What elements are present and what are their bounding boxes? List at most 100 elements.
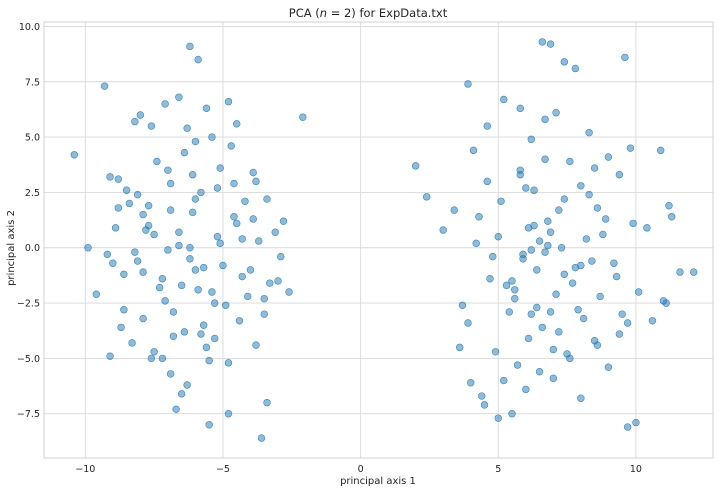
scatter-point [582,235,591,243]
scatter-point [549,345,558,354]
scatter-point [191,137,200,146]
scatter-point [596,292,604,301]
scatter-point [180,328,189,336]
scatter-point [202,343,211,352]
scatter-point [552,109,560,117]
scatter-point [263,398,271,407]
scatter-point [166,206,175,214]
scatter-point [230,179,238,188]
scatter-point [464,80,472,88]
scatter-point [585,190,593,199]
scatter-point [202,104,211,113]
scatter-point [188,171,197,179]
scatter-point [180,148,189,157]
scatter-point [588,257,596,265]
scatter-point [571,64,580,73]
scatter-point [494,232,502,241]
scatter-point [535,367,544,376]
x-tick-label: −10 [75,464,95,475]
scatter-point [464,319,472,327]
scatter-point [172,405,180,414]
scatter-point [560,270,569,279]
y-tick-label: −7.5 [17,409,40,420]
scatter-point [144,221,153,230]
scatter-point [577,182,585,190]
scatter-point [136,111,145,119]
scatter-point [183,381,191,389]
scatter-point [103,250,112,259]
scatter-point [233,120,241,128]
scatter-point [128,339,136,347]
scatter-point [557,244,566,252]
scatter-point [530,186,538,194]
scatter-point [175,228,183,236]
scatter-point [555,328,563,336]
scatter-point [450,206,458,214]
scatter-point [100,82,109,90]
scatter-point [574,306,582,314]
scatter-point [260,310,268,318]
scatter-point [186,42,194,51]
y-tick-label: −5.0 [17,354,40,365]
scatter-point [690,268,698,276]
scatter-point [549,374,558,383]
scatter-point [623,319,632,327]
scatter-point [511,286,519,294]
scatter-point [502,281,511,290]
scatter-point [106,173,114,181]
scatter-point [120,306,128,314]
scatter-point [519,250,527,259]
scatter-point [665,201,673,210]
scatter-point [169,308,178,316]
scatter-point [120,270,128,279]
scatter-point [210,299,219,307]
scatter-point [544,241,552,250]
scatter-point [285,288,293,296]
scatter-point [255,237,263,245]
scatter-point [533,303,541,312]
scatter-point [668,213,676,221]
scatter-point [155,283,164,292]
scatter-point [175,93,183,101]
y-tick-label: 10.0 [19,22,40,33]
scatter-point [516,104,524,113]
scatter-point [566,157,574,166]
scatter-point [224,410,233,418]
scatter-point [233,219,241,228]
scatter-point [511,294,519,303]
y-tick-label: 7.5 [25,77,40,88]
plot-border [43,21,714,459]
scatter-point [158,354,167,363]
scatter-point [585,128,593,137]
scatter-point [252,177,260,186]
scatter-point [593,341,602,349]
scatter-point [166,179,175,188]
scatter-point [114,175,123,183]
scatter-point [615,330,624,338]
scatter-point [241,197,249,205]
scatter-point [505,308,513,316]
scatter-point [122,186,131,194]
scatter-point [219,261,227,270]
scatter-point [494,414,502,422]
scatter-point [676,268,684,276]
scatter-point [161,297,169,305]
scatter-point [541,115,549,124]
scatter-point [508,277,516,285]
scatter-point [618,310,626,318]
scatter-point [489,252,497,261]
y-tick-label: 5.0 [25,133,40,144]
scatter-point [299,113,307,121]
scatter-point [191,195,200,203]
scatter-point [197,188,205,197]
scatter-point [579,314,588,323]
scatter-point [568,279,577,287]
scatter-point [634,288,643,296]
scatter-point [153,157,161,166]
scatter-point [480,401,489,409]
scatter-point [648,317,657,325]
scatter-point [544,217,552,225]
scatter-point [475,213,483,221]
x-tick-label: 10 [630,464,642,475]
scatter-point [604,363,613,371]
